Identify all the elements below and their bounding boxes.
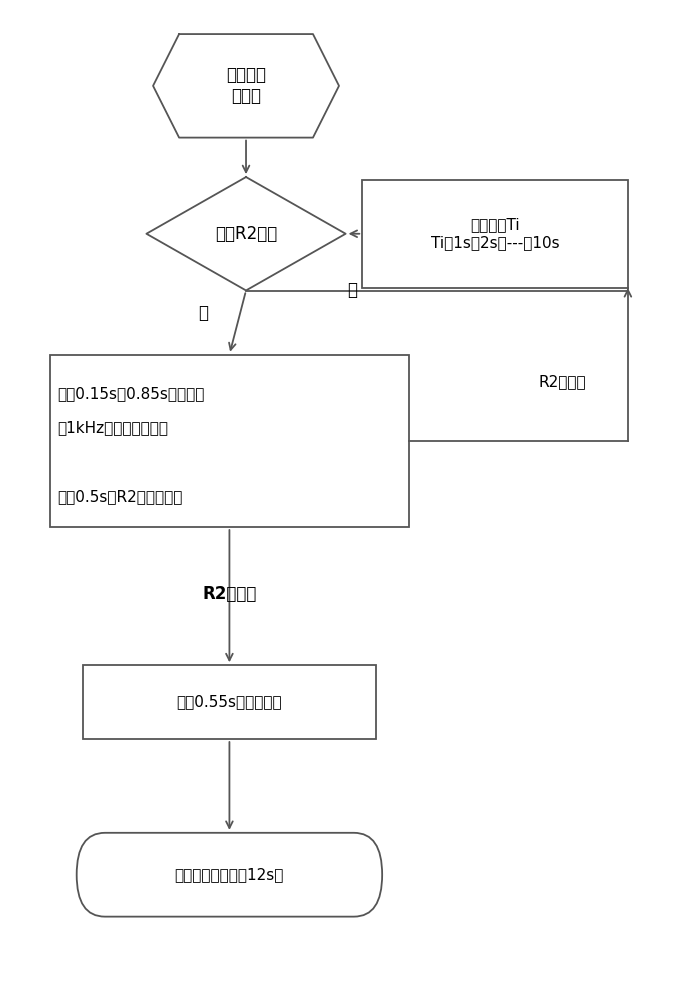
Bar (83, 665, 376, 739)
Text: R2信号闲: R2信号闲 (202, 585, 256, 603)
Text: 闲: 闲 (198, 304, 208, 322)
Text: 忙: 忙 (347, 281, 357, 299)
Text: 检查0.5s内R2信号的状态: 检查0.5s内R2信号的状态 (57, 489, 182, 504)
Text: （1kHz方波或正弦波）: （1kHz方波或正弦波） (57, 420, 167, 435)
Bar (362, 180, 628, 288)
Text: 延迟0.55s后进入测试: 延迟0.55s后进入测试 (176, 695, 282, 710)
FancyBboxPatch shape (77, 833, 382, 917)
Text: R2信号忙: R2信号忙 (538, 374, 586, 389)
Text: 接收到测
试命令: 接收到测 试命令 (226, 66, 266, 105)
Text: 检查R2信号: 检查R2信号 (215, 225, 277, 243)
Text: 延迟0.15s发0.85s占用信号: 延迟0.15s发0.85s占用信号 (57, 386, 204, 401)
Text: 测试结束寂静期（12s）: 测试结束寂静期（12s） (175, 867, 284, 882)
Text: 随机延迟Ti
Ti：1s、2s、---、10s: 随机延迟Ti Ti：1s、2s、---、10s (431, 218, 559, 250)
Bar (50, 355, 409, 527)
